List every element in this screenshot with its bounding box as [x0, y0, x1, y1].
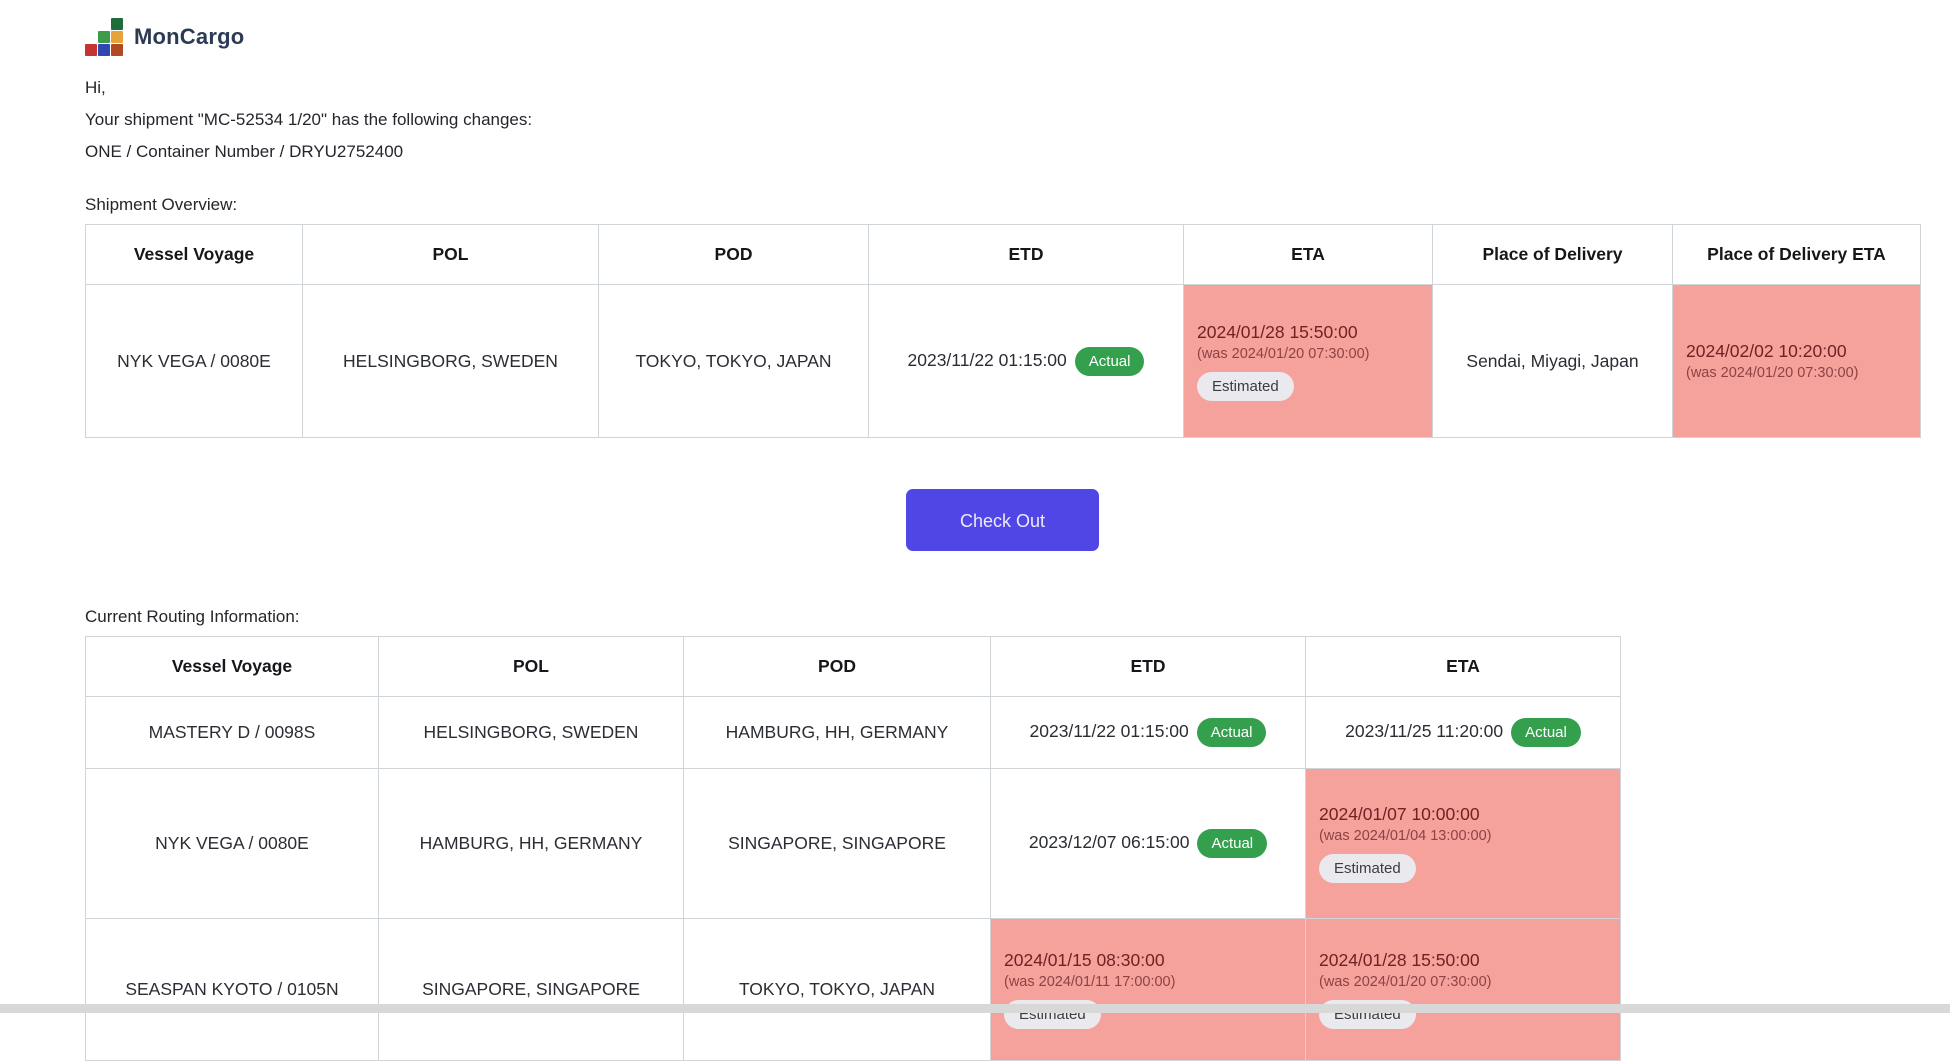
pod-cell: HAMBURG, HH, GERMANY: [683, 696, 991, 769]
greeting-line-2: Your shipment "MC-52534 1/20" has the fo…: [85, 110, 533, 129]
column-header-eta: ETA: [1305, 636, 1621, 697]
eta-previous-date: (was 2024/01/20 07:30:00): [1319, 974, 1492, 990]
place-of-delivery-cell: Sendai, Miyagi, Japan: [1432, 284, 1673, 438]
shipment-overview-table: Vessel Voyage POL POD ETD ETA Place of D…: [85, 224, 1921, 438]
etd-cell: 2023/12/07 06:15:00 Actual: [990, 768, 1306, 919]
button-row: Check Out: [85, 489, 1920, 551]
check-out-button[interactable]: Check Out: [906, 489, 1099, 551]
actual-badge: Actual: [1511, 718, 1581, 747]
pol-cell: HELSINGBORG, SWEDEN: [302, 284, 599, 438]
etd-cell: 2023/11/22 01:15:00 Actual: [868, 284, 1184, 438]
estimated-badge: Estimated: [1197, 371, 1294, 401]
greeting-line-1: Hi,: [85, 78, 106, 97]
pod-cell: SINGAPORE, SINGAPORE: [683, 768, 991, 919]
actual-badge: Actual: [1197, 829, 1268, 858]
brand-name: MonCargo: [134, 24, 245, 49]
routing-table: Vessel Voyage POL POD ETD ETA MASTERY D …: [85, 636, 1621, 1061]
logo-bar-chart-icon: [85, 18, 123, 56]
estimated-badge: Estimated: [1319, 854, 1416, 883]
column-header-vessel-voyage: Vessel Voyage: [85, 636, 379, 697]
eta-previous-date: (was 2024/01/20 07:30:00): [1197, 345, 1370, 362]
pol-cell: SINGAPORE, SINGAPORE: [378, 918, 684, 1061]
eta-date: 2023/11/25 11:20:00: [1345, 721, 1504, 742]
vessel-voyage-cell: MASTERY D / 0098S: [85, 696, 379, 769]
vessel-voyage-cell: NYK VEGA / 0080E: [85, 284, 303, 438]
pol-cell: HELSINGBORG, SWEDEN: [378, 696, 684, 769]
column-header-etd: ETD: [990, 636, 1306, 697]
moncargo-logo: MonCargo: [85, 16, 1950, 58]
column-header-pol: POL: [302, 224, 599, 285]
eta-cell: 2024/01/28 15:50:00 (was 2024/01/20 07:3…: [1183, 284, 1433, 438]
routing-row-2: NYK VEGA / 0080E HAMBURG, HH, GERMANY SI…: [85, 768, 1621, 919]
etd-date: 2024/01/15 08:30:00: [1004, 950, 1165, 970]
eta-previous-date: (was 2024/01/04 13:00:00): [1319, 828, 1492, 844]
column-header-place-of-delivery: Place of Delivery: [1432, 224, 1673, 285]
routing-row-1: MASTERY D / 0098S HELSINGBORG, SWEDEN HA…: [85, 696, 1621, 769]
eta-cell: 2024/01/07 10:00:00 (was 2024/01/04 13:0…: [1305, 768, 1621, 919]
etd-date: 2023/11/22 01:15:00: [907, 349, 1067, 370]
column-header-place-of-delivery-eta: Place of Delivery ETA: [1672, 224, 1921, 285]
place-of-delivery-eta-date: 2024/02/02 10:20:00: [1686, 341, 1847, 361]
greeting-line-3: ONE / Container Number / DRYU2752400: [85, 142, 404, 161]
column-header-pol: POL: [378, 636, 684, 697]
etd-cell: 2023/11/22 01:15:00 Actual: [990, 696, 1306, 769]
pod-cell: TOKYO, TOKYO, JAPAN: [598, 284, 869, 438]
column-header-vessel-voyage: Vessel Voyage: [85, 224, 303, 285]
place-of-delivery-eta-cell: 2024/02/02 10:20:00 (was 2024/01/20 07:3…: [1672, 284, 1921, 438]
overview-section-title: Shipment Overview:: [85, 195, 238, 214]
eta-cell: 2023/11/25 11:20:00 Actual: [1305, 696, 1621, 769]
eta-date: 2024/01/28 15:50:00: [1197, 321, 1358, 342]
page-bottom-edge: [0, 1004, 1950, 1013]
eta-cell: 2024/01/28 15:50:00 (was 2024/01/20 07:3…: [1305, 918, 1621, 1061]
eta-date: 2024/01/07 10:00:00: [1319, 804, 1480, 824]
vessel-voyage-cell: SEASPAN KYOTO / 0105N: [85, 918, 379, 1061]
column-header-eta: ETA: [1183, 224, 1433, 285]
pol-cell: HAMBURG, HH, GERMANY: [378, 768, 684, 919]
vessel-voyage-cell: NYK VEGA / 0080E: [85, 768, 379, 919]
overview-data-row: NYK VEGA / 0080E HELSINGBORG, SWEDEN TOK…: [85, 284, 1921, 438]
etd-date: 2023/12/07 06:15:00: [1028, 832, 1190, 853]
actual-badge: Actual: [1074, 346, 1145, 376]
actual-badge: Actual: [1196, 718, 1267, 747]
etd-date: 2023/11/22 01:15:00: [1029, 721, 1189, 742]
greeting-block: Hi, Your shipment "MC-52534 1/20" has th…: [85, 72, 1950, 168]
routing-header-row: Vessel Voyage POL POD ETD ETA: [85, 636, 1621, 697]
column-header-pod: POD: [598, 224, 869, 285]
overview-header-row: Vessel Voyage POL POD ETD ETA Place of D…: [85, 224, 1921, 285]
etd-cell: 2024/01/15 08:30:00 (was 2024/01/11 17:0…: [990, 918, 1306, 1061]
routing-row-3: SEASPAN KYOTO / 0105N SINGAPORE, SINGAPO…: [85, 918, 1621, 1061]
eta-date: 2024/01/28 15:50:00: [1319, 950, 1480, 970]
routing-section-title: Current Routing Information:: [85, 607, 300, 626]
place-of-delivery-eta-previous-date: (was 2024/01/20 07:30:00): [1686, 365, 1859, 381]
etd-previous-date: (was 2024/01/11 17:00:00): [1004, 974, 1176, 990]
column-header-pod: POD: [683, 636, 991, 697]
pod-cell: TOKYO, TOKYO, JAPAN: [683, 918, 991, 1061]
column-header-etd: ETD: [868, 224, 1184, 285]
